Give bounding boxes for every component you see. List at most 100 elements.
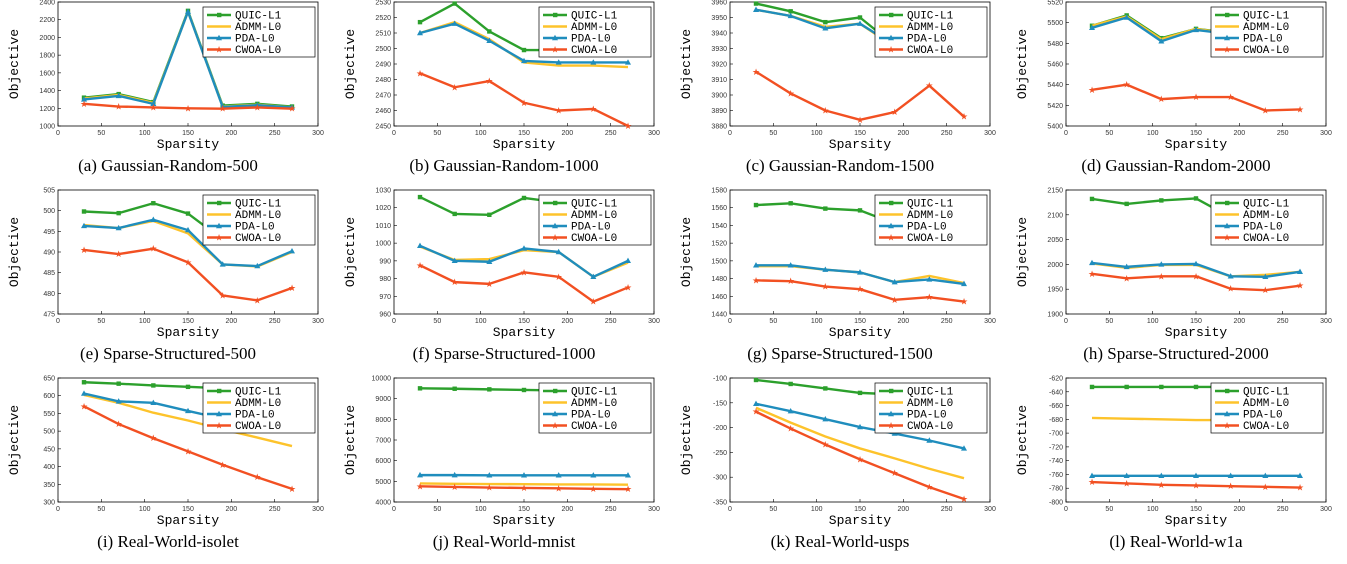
data-point <box>487 387 492 392</box>
y-tick-label: 960 <box>379 312 391 319</box>
data-point <box>1227 273 1234 279</box>
legend-marker: ★ <box>1223 234 1231 244</box>
legend-label: CWOA-L0 <box>571 233 617 245</box>
data-point: ★ <box>520 484 528 494</box>
y-tick-label: 3900 <box>711 93 727 100</box>
x-tick-label: 250 <box>605 130 617 137</box>
panel-caption: (f) Sparse-Structured-1000 <box>412 344 596 363</box>
data-point <box>1124 384 1129 390</box>
data-point <box>81 209 87 214</box>
data-point <box>116 210 121 216</box>
data-point <box>788 381 793 387</box>
data-point: ★ <box>1192 272 1200 282</box>
chart-panel: 0 50 100 150 200 250 300 3880 3890 3900 3910 3920 39… <box>672 0 1008 188</box>
y-tick-label: 2520 <box>375 15 391 22</box>
y-tick-label: 5000 <box>375 479 391 486</box>
data-point: ★ <box>925 82 933 92</box>
y-axis-label: Objective <box>1015 29 1030 99</box>
legend-label: ADMM-L0 <box>571 398 617 410</box>
y-tick-label: 1900 <box>1047 312 1063 319</box>
chart-panel: 0 50 100 150 200 250 300 960 970 980 990 1000 1010 10… <box>336 188 672 376</box>
x-axis-label: Sparsity <box>829 513 892 528</box>
data-point <box>753 262 759 268</box>
x-tick-label: 300 <box>984 506 996 513</box>
data-point: ★ <box>787 425 795 435</box>
x-tick-label: 250 <box>941 318 953 325</box>
legend-label: QUIC-L1 <box>235 199 282 211</box>
y-tick-label: 490 <box>43 250 55 257</box>
y-tick-label: 6000 <box>375 458 391 465</box>
x-tick-label: 250 <box>269 318 281 325</box>
x-tick-label: 150 <box>518 130 530 137</box>
chart-svg: 0 50 100 150 200 250 300 4000 5000 6000 7000 8000 90… <box>343 376 660 529</box>
data-point: ★ <box>589 298 597 308</box>
x-tick-label: 200 <box>225 506 237 513</box>
y-tick-label: -350 <box>713 500 727 507</box>
data-point: ★ <box>1227 93 1235 103</box>
legend-label: QUIC-L1 <box>235 11 282 23</box>
y-tick-label: 475 <box>43 312 55 319</box>
data-point <box>1089 259 1095 266</box>
x-tick-label: 200 <box>225 318 237 325</box>
data-point <box>151 201 156 206</box>
chart-svg: 0 50 100 150 200 250 300 5400 5420 5440 5460 5480 55… <box>1015 0 1332 152</box>
data-point <box>1193 472 1199 479</box>
data-point: ★ <box>925 483 933 493</box>
data-point: ★ <box>288 284 296 294</box>
data-point <box>823 206 828 211</box>
chart-panel: 0 50 100 150 200 250 300 -800 -780 -760 -740 -720 -7… <box>1008 376 1344 564</box>
x-tick-label: 250 <box>269 130 281 137</box>
x-tick-label: 0 <box>728 506 732 513</box>
y-axis-label: Objective <box>343 405 358 475</box>
data-point: ★ <box>1261 107 1269 117</box>
y-tick-label: 1580 <box>711 188 727 195</box>
legend-marker <box>217 388 222 394</box>
y-tick-label: 7000 <box>375 438 391 445</box>
data-point <box>151 383 156 388</box>
legend-label: ADMM-L0 <box>571 210 617 222</box>
data-point: ★ <box>149 434 157 444</box>
x-axis-label: Sparsity <box>829 325 892 340</box>
data-point: ★ <box>752 408 760 418</box>
x-tick-label: 150 <box>854 506 866 513</box>
legend-label: CWOA-L0 <box>907 421 953 433</box>
y-tick-label: 500 <box>43 429 55 436</box>
x-tick-label: 0 <box>728 318 732 325</box>
data-point <box>822 266 829 272</box>
data-point <box>185 226 191 233</box>
legend-marker: ★ <box>887 422 895 432</box>
data-point: ★ <box>219 105 227 115</box>
data-point <box>486 258 493 264</box>
data-point: ★ <box>1192 93 1200 103</box>
legend-label: CWOA-L0 <box>907 45 953 57</box>
y-tick-label: 3930 <box>711 46 727 53</box>
x-tick-label: 50 <box>1105 506 1113 513</box>
data-point <box>150 216 157 222</box>
x-tick-label: 200 <box>897 130 909 137</box>
data-point: ★ <box>115 103 123 113</box>
data-point <box>521 387 527 393</box>
data-point: ★ <box>960 113 968 123</box>
x-tick-label: 300 <box>1320 506 1332 513</box>
y-tick-label: 1520 <box>711 241 727 248</box>
y-tick-label: -100 <box>713 376 727 383</box>
data-point <box>417 386 423 391</box>
data-point: ★ <box>416 69 424 79</box>
data-point <box>787 262 794 268</box>
x-tick-label: 50 <box>97 130 105 137</box>
data-point <box>555 472 562 478</box>
x-axis-label: Sparsity <box>1165 325 1228 340</box>
legend-marker <box>888 410 894 417</box>
y-tick-label: -660 <box>1049 403 1063 410</box>
x-tick-label: 250 <box>605 318 617 325</box>
data-point <box>487 212 492 217</box>
x-tick-label: 200 <box>897 318 909 325</box>
legend-marker <box>216 222 222 229</box>
legend-marker <box>1224 222 1230 229</box>
panel-caption: (c) Gaussian-Random-1500 <box>745 156 935 175</box>
x-axis-label: Sparsity <box>1165 513 1228 528</box>
series-line-cwoa-l0 <box>419 264 629 303</box>
y-axis-label: Objective <box>7 405 22 475</box>
